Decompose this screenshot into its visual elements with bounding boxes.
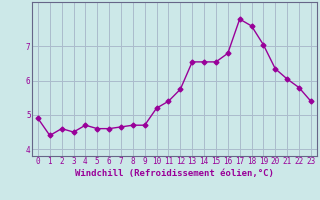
X-axis label: Windchill (Refroidissement éolien,°C): Windchill (Refroidissement éolien,°C): [75, 169, 274, 178]
